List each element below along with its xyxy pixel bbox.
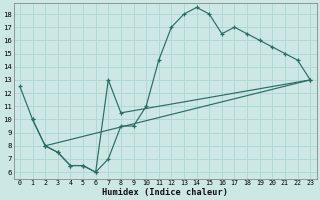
X-axis label: Humidex (Indice chaleur): Humidex (Indice chaleur) <box>102 188 228 197</box>
